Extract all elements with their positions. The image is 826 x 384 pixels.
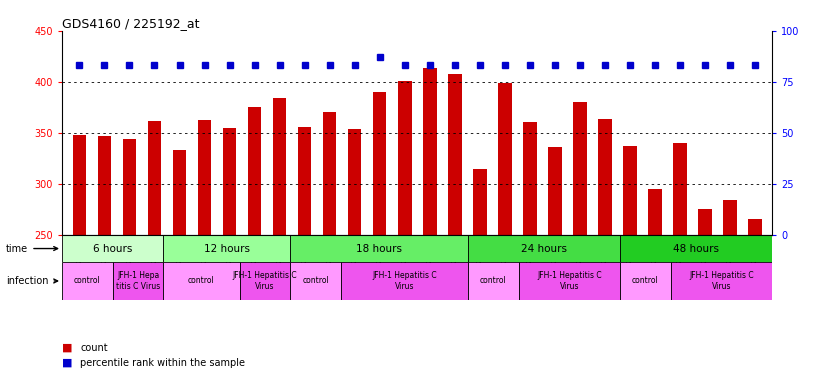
Text: JFH-1 Hepatitis C
Virus: JFH-1 Hepatitis C Virus [373, 271, 437, 291]
Bar [62, 235, 164, 262]
Text: JFH-1 Hepatitis C
Virus: JFH-1 Hepatitis C Virus [233, 271, 297, 291]
Bar [671, 262, 772, 300]
Bar [468, 235, 620, 262]
Bar [573, 102, 586, 235]
Text: count: count [80, 343, 107, 353]
Bar [323, 112, 336, 235]
Bar [173, 150, 187, 235]
Bar [273, 98, 287, 235]
Bar [673, 143, 686, 235]
Bar [290, 235, 468, 262]
Text: GDS4160 / 225192_at: GDS4160 / 225192_at [62, 17, 199, 30]
Text: control: control [632, 276, 659, 285]
Bar [548, 147, 562, 235]
Bar [73, 135, 87, 235]
Bar [423, 68, 436, 235]
Text: 48 hours: 48 hours [673, 243, 719, 253]
Bar [598, 119, 611, 235]
Bar [197, 121, 211, 235]
Bar [148, 121, 161, 235]
Text: percentile rank within the sample: percentile rank within the sample [80, 358, 245, 368]
Text: JFH-1 Hepatitis C
Virus: JFH-1 Hepatitis C Virus [537, 271, 601, 291]
Bar [723, 200, 737, 235]
Text: ■: ■ [62, 343, 73, 353]
Bar [223, 127, 236, 235]
Bar [290, 262, 341, 300]
Bar [164, 262, 240, 300]
Bar [468, 262, 519, 300]
Text: time: time [6, 243, 58, 253]
Bar [620, 262, 671, 300]
Bar [62, 262, 112, 300]
Bar [122, 139, 136, 235]
Text: infection: infection [6, 276, 58, 286]
Text: control: control [188, 276, 215, 285]
Text: 18 hours: 18 hours [356, 243, 402, 253]
Text: control: control [74, 276, 101, 285]
Bar [748, 219, 762, 235]
Bar [472, 169, 487, 235]
Text: 24 hours: 24 hours [521, 243, 567, 253]
Bar [248, 107, 261, 235]
Bar [97, 136, 112, 235]
Bar [297, 127, 311, 235]
Bar [112, 262, 164, 300]
Bar [519, 262, 620, 300]
Text: JFH-1 Hepa
titis C Virus: JFH-1 Hepa titis C Virus [116, 271, 160, 291]
Text: 6 hours: 6 hours [93, 243, 132, 253]
Text: 12 hours: 12 hours [204, 243, 249, 253]
Bar [623, 146, 637, 235]
Bar [373, 92, 387, 235]
Bar [341, 262, 468, 300]
Bar [648, 189, 662, 235]
Text: control: control [302, 276, 329, 285]
Bar [348, 129, 362, 235]
Bar [398, 81, 411, 235]
Bar [523, 122, 537, 235]
Bar [164, 235, 290, 262]
Bar [498, 83, 511, 235]
Text: control: control [480, 276, 506, 285]
Bar [448, 74, 462, 235]
Bar [240, 262, 290, 300]
Text: ■: ■ [62, 358, 73, 368]
Bar [620, 235, 772, 262]
Text: JFH-1 Hepatitis C
Virus: JFH-1 Hepatitis C Virus [689, 271, 754, 291]
Bar [698, 209, 712, 235]
